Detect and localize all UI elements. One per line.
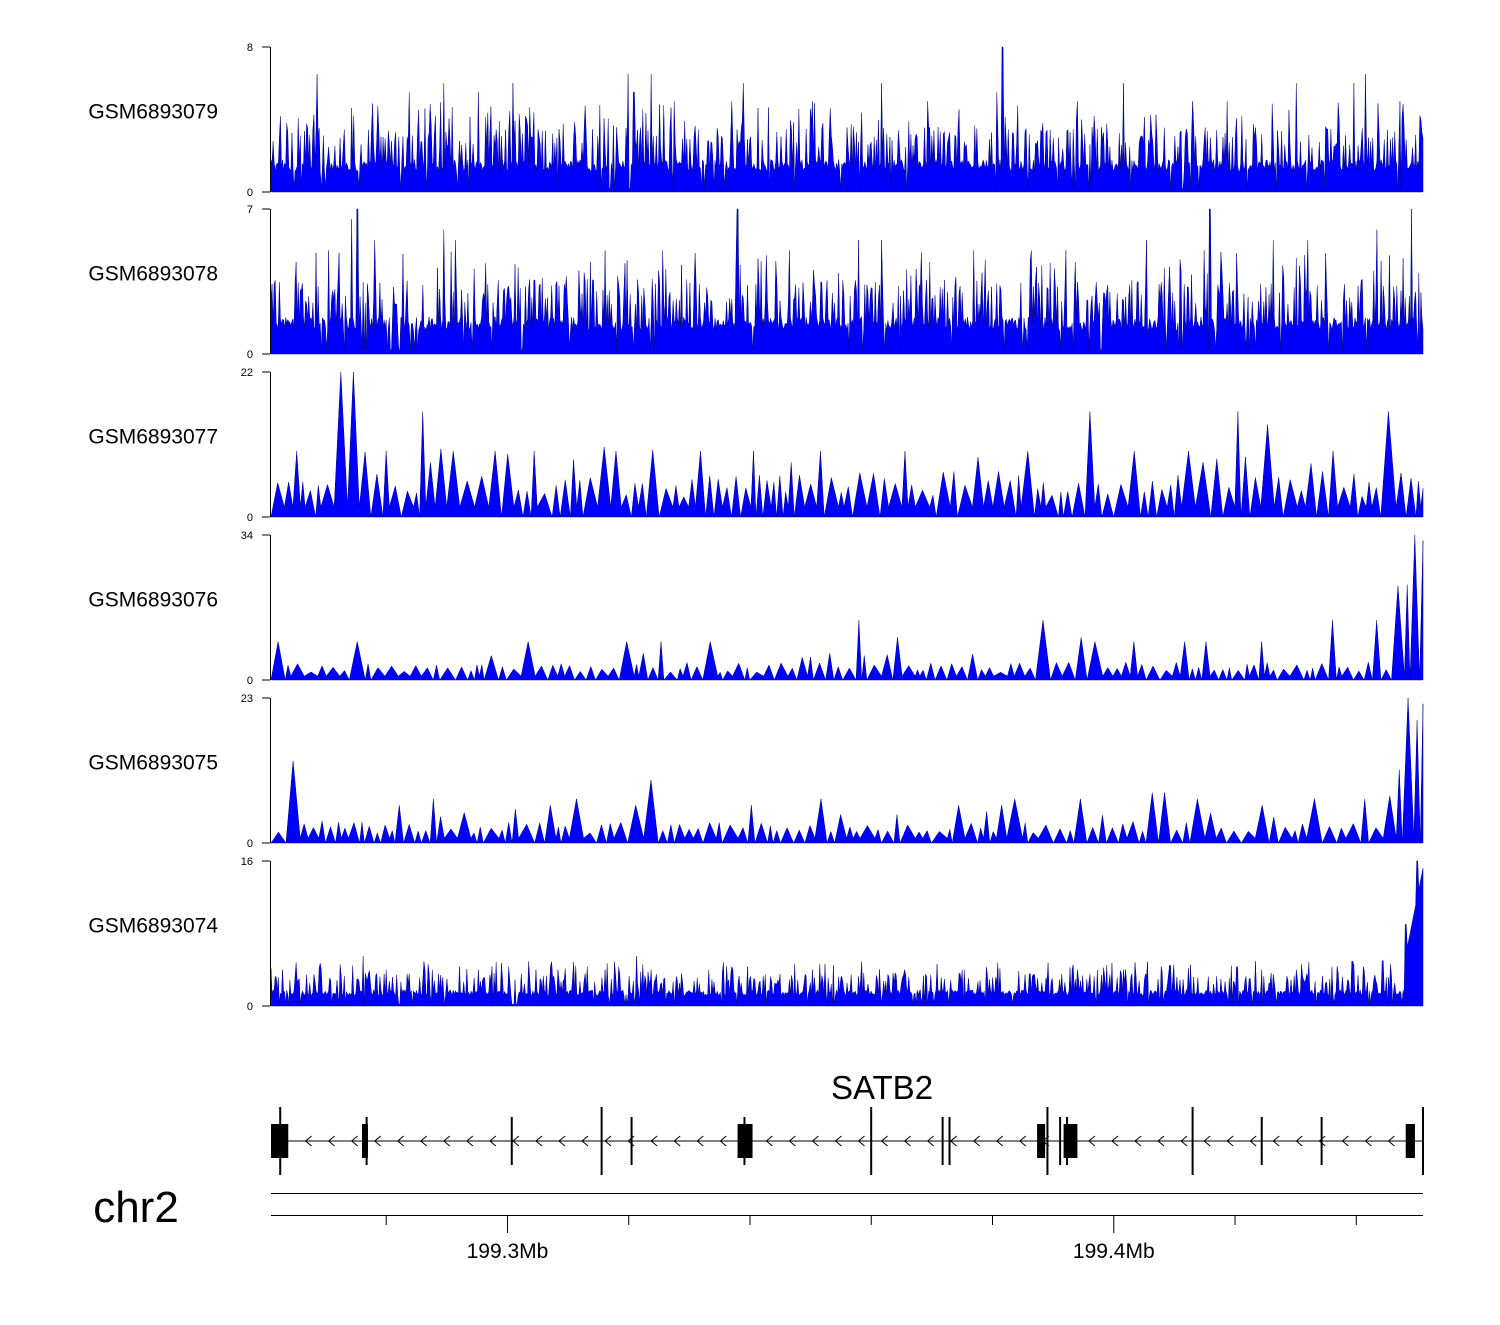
strand-arrow [1019,1135,1027,1147]
signal-area [270,208,1424,355]
track-label: GSM6893074 [88,915,218,938]
strand-arrow [857,1135,865,1147]
strand-arrow [350,1135,358,1147]
exon-block [362,1124,369,1158]
track-label: GSM6893075 [88,752,218,775]
strand-arrow [1203,1135,1211,1147]
exon-block [271,1124,289,1158]
y-max-label: 16 [241,856,253,868]
y-max-label: 22 [241,367,253,379]
strand-arrow [466,1135,474,1147]
gene-label: SATB2 [831,1069,933,1106]
y-min-label: 0 [247,1001,253,1013]
strand-arrow [1180,1135,1188,1147]
y-max-label: 8 [247,42,253,54]
track-label: GSM6893076 [88,589,218,612]
exon-block [1405,1124,1415,1158]
strand-arrow [788,1135,796,1147]
strand-arrow [1249,1135,1257,1147]
major-tick-label: 199.3Mb [467,1240,549,1263]
signal-area [270,371,1424,518]
strand-arrow [396,1135,405,1147]
signal-area [270,534,1424,681]
strand-arrow [327,1135,335,1147]
y-max-label: 7 [247,204,253,216]
track-label: GSM6893079 [88,101,218,124]
signal-area [270,860,1424,1007]
strand-arrow [1364,1135,1372,1147]
strand-arrow [1065,1135,1073,1147]
strand-arrow [535,1135,543,1147]
strand-arrow [512,1135,520,1147]
strand-arrow [903,1135,911,1147]
y-min-label: 0 [247,349,253,361]
strand-arrow [1387,1135,1395,1147]
strand-arrow [1111,1135,1119,1147]
strand-arrow [1272,1135,1280,1147]
strand-arrow [926,1135,934,1147]
strand-arrow [1226,1135,1234,1147]
strand-arrow [627,1135,635,1147]
strand-arrow [811,1135,819,1147]
strand-arrow [443,1135,451,1147]
y-max-label: 34 [241,530,253,542]
strand-arrow [1042,1135,1050,1147]
major-tick-label: 199.4Mb [1073,1240,1155,1263]
strand-arrow [880,1135,888,1147]
track-label: GSM6893078 [88,263,218,286]
strand-arrow [1134,1135,1142,1147]
exon-block [1037,1124,1046,1158]
signal-area [270,697,1424,844]
y-min-label: 0 [247,512,253,524]
strand-arrow [581,1135,589,1147]
strand-arrow [373,1135,382,1147]
y-min-label: 0 [247,675,253,687]
strand-arrow [719,1135,727,1147]
strand-arrow [419,1135,428,1147]
exon-block [1063,1124,1078,1158]
y-min-label: 0 [247,838,253,850]
strand-arrow [1157,1135,1165,1147]
strand-arrow [742,1135,750,1147]
strand-arrow [995,1135,1004,1147]
strand-arrow [972,1135,981,1147]
strand-arrow [765,1135,773,1147]
strand-arrow [696,1135,704,1147]
strand-arrow [1318,1135,1326,1147]
exon-block [737,1124,753,1158]
strand-arrow [1295,1135,1303,1147]
strand-arrow [304,1135,312,1147]
strand-arrow [1341,1135,1349,1147]
signal-area [270,46,1424,193]
chromosome-label: chr2 [93,1183,179,1232]
y-max-label: 23 [241,693,253,705]
strand-arrow [949,1135,958,1147]
strand-arrow [673,1135,681,1147]
strand-arrow [834,1135,842,1147]
y-min-label: 0 [247,187,253,199]
track-label: GSM6893077 [88,426,218,449]
strand-arrow [604,1135,612,1147]
strand-arrow [489,1135,497,1147]
strand-arrow [650,1135,658,1147]
strand-arrow [558,1135,566,1147]
strand-arrow [1088,1135,1096,1147]
